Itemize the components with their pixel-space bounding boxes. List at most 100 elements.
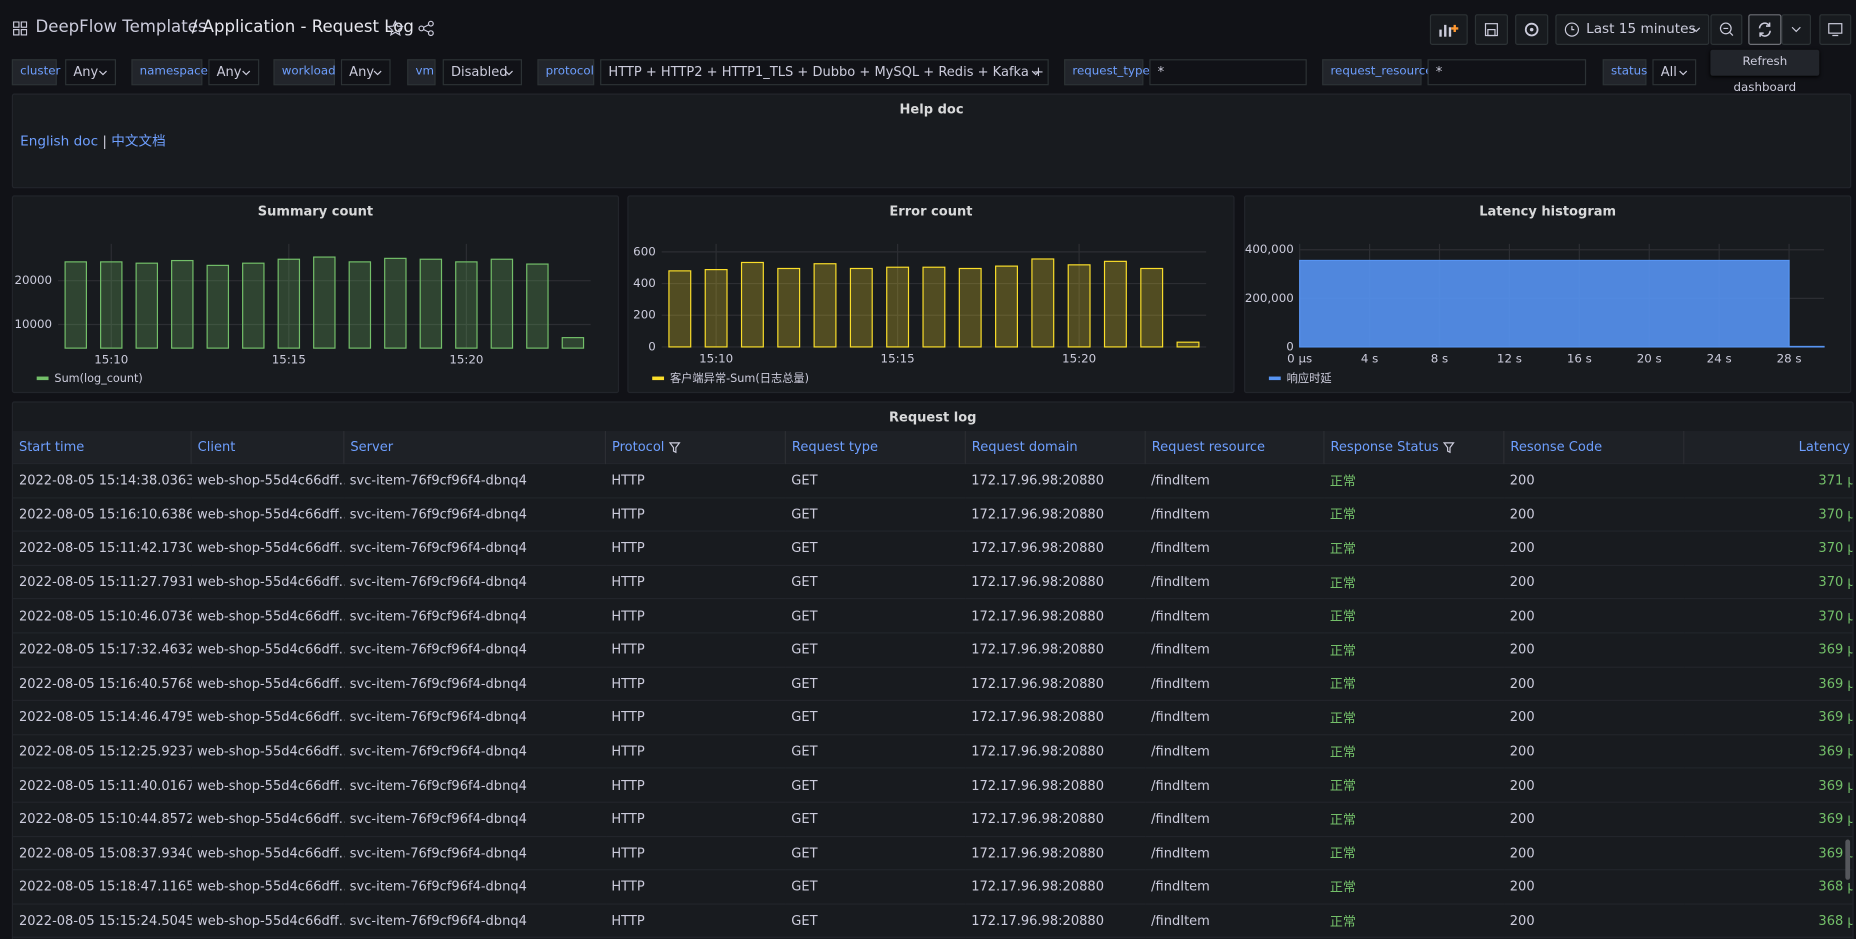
chevron bbox=[1791, 26, 1801, 33]
link[interactable]: 中文文档 bbox=[111, 132, 166, 150]
table-cell: /findItem bbox=[1145, 632, 1324, 667]
variable-value[interactable]: Any bbox=[65, 59, 116, 86]
zoom-out-button[interactable] bbox=[1710, 14, 1743, 45]
variable-value[interactable]: * bbox=[1149, 59, 1307, 86]
table-cell: 200 bbox=[1503, 936, 1684, 939]
save-button[interactable] bbox=[1474, 14, 1508, 45]
column-header[interactable]: Request resource bbox=[1145, 431, 1325, 464]
table-row: 2022-08-05 15:11:27.793125web-shop-55d4c… bbox=[13, 564, 1853, 600]
variable-value[interactable]: HTTP + HTTP2 + HTTP1_TLS + Dubbo + MySQL… bbox=[600, 59, 1049, 86]
folder-link[interactable]: DeepFlow Templates bbox=[35, 17, 207, 37]
column-header[interactable]: Request type bbox=[785, 431, 966, 464]
table-cell: 172.17.96.98:20880 bbox=[965, 462, 1146, 498]
variable-value[interactable]: Any bbox=[208, 59, 260, 86]
value-text: Any bbox=[216, 63, 242, 80]
table-cell: svc-item-76f9cf96f4-dbnq4 bbox=[343, 462, 606, 498]
table-cell: 172.17.96.98:20880 bbox=[965, 936, 1146, 939]
table-cell: 200 bbox=[1503, 699, 1684, 735]
table-cell: GET bbox=[785, 666, 966, 701]
table-cell: svc-item-76f9cf96f4-dbnq4 bbox=[343, 632, 606, 667]
table-cell: 172.17.96.98:20880 bbox=[965, 903, 1146, 938]
x-tick-label: 15:10 bbox=[699, 351, 733, 365]
summary-panel: Summary count 10000 20000 15:10 15:15 15:20 S… bbox=[11, 195, 620, 394]
refresh-button[interactable] bbox=[1748, 14, 1782, 45]
column-header[interactable]: Resonse Code bbox=[1503, 431, 1685, 464]
help-panel: Help doc English doc | 中文文档 bbox=[11, 93, 1852, 189]
value-text: * bbox=[1435, 63, 1443, 80]
scrollbar[interactable] bbox=[1845, 839, 1851, 880]
time-picker[interactable]: Last 15 minutes bbox=[1555, 14, 1710, 45]
value-text: Any bbox=[349, 63, 375, 80]
tooltip: Refresh dashboard bbox=[1710, 49, 1820, 95]
add-panel-button[interactable] bbox=[1429, 14, 1468, 45]
table-cell: 正常 bbox=[1323, 632, 1504, 667]
table-cell: web-shop-55d4c66dff... bbox=[191, 564, 344, 600]
column-header[interactable]: Latency bbox=[1683, 431, 1853, 464]
link[interactable]: English doc bbox=[20, 132, 99, 150]
table-cell: svc-item-76f9cf96f4-dbnq4 bbox=[343, 835, 606, 870]
share-icon[interactable] bbox=[418, 20, 435, 37]
table-cell: 正常 bbox=[1323, 530, 1504, 566]
settings-button[interactable] bbox=[1515, 14, 1549, 45]
column-header[interactable]: Request domain bbox=[965, 431, 1146, 464]
variable-value[interactable]: Disabled bbox=[442, 59, 522, 86]
header-text: Request type bbox=[791, 439, 879, 455]
x-tick-label: 15:20 bbox=[1062, 351, 1096, 365]
table-cell: 200 bbox=[1503, 632, 1684, 667]
apps-icon[interactable] bbox=[13, 21, 28, 36]
x-tick-label: 0 μs bbox=[1287, 351, 1312, 365]
table-cell: 正常 bbox=[1323, 598, 1504, 633]
table-cell: svc-item-76f9cf96f4-dbnq4 bbox=[343, 936, 606, 939]
variable-label: protocol bbox=[537, 59, 595, 86]
variable-value[interactable]: All bbox=[1652, 59, 1697, 86]
column-header[interactable]: Server bbox=[343, 431, 607, 464]
refresh-icon bbox=[1758, 22, 1771, 37]
column-header[interactable]: Protocol bbox=[605, 431, 786, 464]
header-text: Request domain bbox=[971, 439, 1078, 455]
bar bbox=[526, 263, 549, 349]
table-cell: HTTP bbox=[605, 801, 786, 837]
table-cell: 369 μs bbox=[1683, 666, 1853, 701]
table-cell: 371 μs bbox=[1683, 462, 1853, 498]
table-cell: 369 μs bbox=[1683, 835, 1853, 870]
column-header[interactable]: Start time bbox=[13, 431, 192, 464]
bar bbox=[490, 258, 514, 349]
table-cell: GET bbox=[785, 835, 966, 870]
header-text: Response Status bbox=[1330, 439, 1439, 455]
column-header[interactable]: Client bbox=[191, 431, 345, 464]
table-cell: web-shop-55d4c66dff... bbox=[191, 903, 344, 938]
bar bbox=[958, 267, 982, 348]
table-cell: 2022-08-05 15:10:46.073654 bbox=[13, 598, 192, 633]
table-cell: svc-item-76f9cf96f4-dbnq4 bbox=[343, 801, 606, 837]
chevron bbox=[1692, 27, 1701, 33]
chevron-path bbox=[99, 70, 107, 76]
table-cell: GET bbox=[785, 801, 966, 837]
table-cell: svc-item-76f9cf96f4-dbnq4 bbox=[343, 699, 606, 735]
refresh-interval[interactable] bbox=[1781, 14, 1812, 45]
chevron-path bbox=[373, 70, 382, 76]
column-header[interactable]: Response Status bbox=[1323, 431, 1505, 464]
star-icon[interactable] bbox=[387, 20, 404, 37]
table-cell: web-shop-55d4c66dff... bbox=[191, 666, 344, 701]
table-cell: 200 bbox=[1503, 530, 1684, 566]
variable-value[interactable]: * bbox=[1427, 59, 1587, 86]
variable-value[interactable]: Any bbox=[340, 59, 391, 86]
table-cell: 2022-08-05 15:16:40.576815 bbox=[13, 666, 192, 701]
bar bbox=[135, 262, 159, 349]
bar bbox=[419, 258, 443, 349]
bar bbox=[206, 264, 230, 349]
table-cell: 200 bbox=[1503, 767, 1684, 803]
table-cell: 200 bbox=[1503, 564, 1684, 600]
table-cell: HTTP bbox=[605, 699, 786, 735]
tv-mode-button[interactable] bbox=[1819, 14, 1852, 45]
y-tick-label: 0 bbox=[1286, 339, 1294, 353]
variable-label: cluster bbox=[11, 59, 60, 86]
bar bbox=[668, 270, 692, 348]
table-cell: web-shop-55d4c66dff... bbox=[191, 869, 344, 904]
table-cell: /findItem bbox=[1145, 801, 1324, 837]
table-row: 2022-08-05 15:12:25.923776web-shop-55d4c… bbox=[13, 733, 1853, 769]
request-log-table: Start time Client Server Protocol Request ty… bbox=[13, 431, 1853, 939]
table-cell: /findItem bbox=[1145, 598, 1324, 633]
legend-swatch bbox=[1268, 376, 1281, 381]
